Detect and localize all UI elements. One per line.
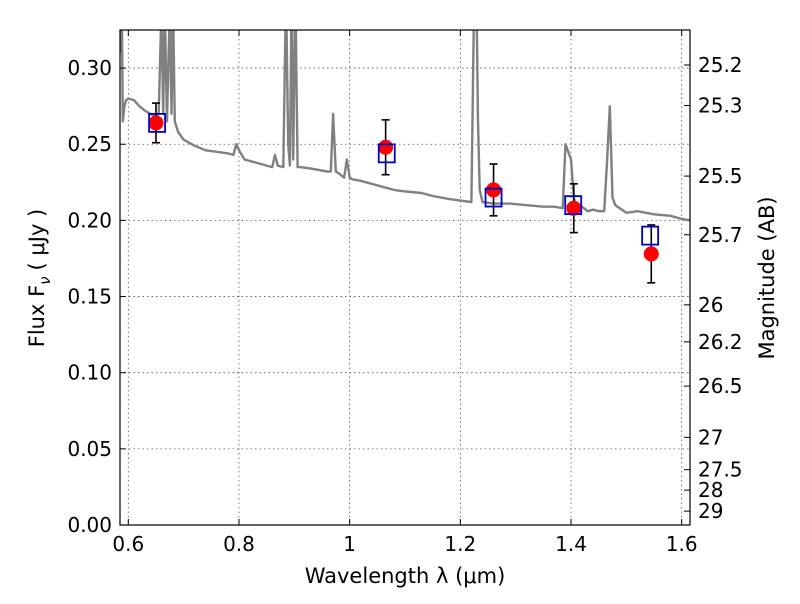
observed-point <box>643 246 659 262</box>
observed-point <box>378 139 394 155</box>
y2-axis-label: Magnitude (AB) <box>755 196 779 359</box>
observed-point <box>566 200 582 216</box>
y2-tick-label: 28 <box>698 478 723 502</box>
plot-frame <box>119 29 691 526</box>
x-tick-label: 1.2 <box>444 532 476 556</box>
grid <box>120 30 690 526</box>
model-square <box>484 187 503 208</box>
model-square <box>377 143 396 164</box>
y2-tick-label: 25.7 <box>698 223 743 247</box>
y-axis-label-subscript: ν <box>36 276 54 284</box>
y-axis-label-unit: ( μJy ) <box>25 209 49 271</box>
observed-point <box>486 182 502 198</box>
y2-tick-label: 26 <box>698 293 723 317</box>
y2-tick-label: 26.2 <box>698 330 743 354</box>
y2-tick-label: 25.5 <box>698 164 743 188</box>
y-tick-label: 0.00 <box>67 513 112 537</box>
y-axis-label: Flux F <box>25 285 49 347</box>
x-tick-label: 0.8 <box>223 532 255 556</box>
x-tick-label: 0.6 <box>112 532 144 556</box>
svg-text:Flux Fν( μJy ): Flux Fν ( μJy ) <box>25 209 54 348</box>
y-tick-label: 0.30 <box>67 56 112 80</box>
observed-point <box>148 115 164 131</box>
y-tick-label: 0.20 <box>67 208 112 232</box>
plot-area <box>120 30 690 284</box>
y2-tick-label: 25.2 <box>698 53 743 77</box>
y-tick-label: 0.15 <box>67 285 112 309</box>
x-tick-label: 1.4 <box>555 532 587 556</box>
y2-tick-label: 29 <box>698 499 723 523</box>
y-tick-label: 0.25 <box>67 132 112 156</box>
y2-tick-label: 25.3 <box>698 93 743 117</box>
y-axis-label-group: Flux Fν ( μJy ) <box>25 209 54 348</box>
spectrum-line <box>120 30 690 222</box>
x-tick-label: 1.6 <box>666 532 698 556</box>
y2-tick-label: 26.5 <box>698 374 743 398</box>
y2-tick-label: 27.5 <box>698 458 743 482</box>
y2-tick-label: 27 <box>698 425 723 449</box>
model-square <box>148 113 166 133</box>
x-axis-label: Wavelength λ (μm) <box>305 564 506 588</box>
model-square <box>564 195 583 216</box>
x-tick-label: 1 <box>343 532 356 556</box>
model-square <box>641 225 660 246</box>
y-tick-label: 0.05 <box>67 437 112 461</box>
axes: 0.6 0.8 1 1.2 1.4 1.6 0.00 0.05 0.10 0.15 0.20 0.25… <box>67 30 743 556</box>
y-tick-label: 0.10 <box>67 361 112 385</box>
